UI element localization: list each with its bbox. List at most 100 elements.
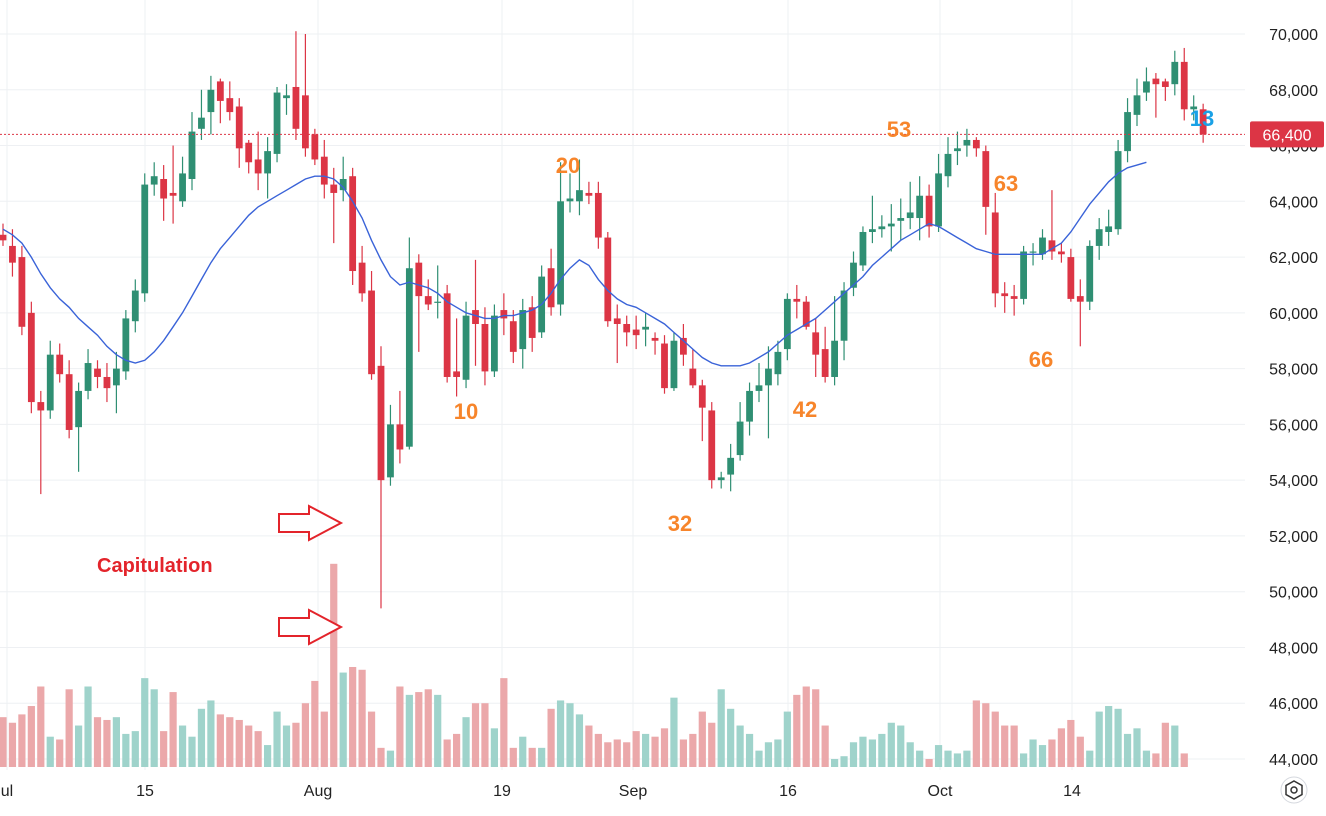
price-tick-label: 70,000 <box>1269 27 1318 44</box>
candle <box>37 390 45 495</box>
volume-bar <box>594 733 602 767</box>
candle <box>9 229 16 277</box>
volume-bar <box>887 722 895 767</box>
candle-body <box>1105 226 1113 232</box>
volume-bar <box>18 714 26 767</box>
candle <box>75 382 82 472</box>
volume-bar <box>566 703 574 767</box>
candle <box>1114 139 1122 235</box>
candle <box>0 223 7 246</box>
arrow-icon <box>278 504 344 542</box>
candle <box>793 284 801 319</box>
volume-bar <box>727 708 735 767</box>
candle-body <box>906 212 914 219</box>
volume-bar <box>755 750 763 767</box>
candle <box>651 332 659 355</box>
price-axis[interactable]: 44,000 46,000 48,000 50,000 52,000 54,000 56,0… <box>1269 27 1318 769</box>
volume-bar <box>405 694 413 767</box>
volume-bar <box>169 692 177 767</box>
candle <box>632 315 640 350</box>
current-price-badge <box>1250 121 1324 148</box>
volume-bar <box>623 742 631 767</box>
candle-body <box>0 234 7 241</box>
candle <box>1190 95 1198 121</box>
volume-bar <box>679 739 687 767</box>
volume-bar <box>339 672 347 767</box>
volume-bar <box>197 708 206 767</box>
candle-body <box>897 218 905 221</box>
volume-bar <box>660 728 669 767</box>
candle-body <box>963 139 971 146</box>
volume-bar <box>1076 736 1084 767</box>
candle <box>150 162 158 196</box>
candle <box>576 159 583 216</box>
candle <box>972 137 980 157</box>
candle-body <box>245 142 253 163</box>
arrow-icon <box>278 608 344 646</box>
volume-bar <box>774 739 782 767</box>
chart-settings-icon[interactable] <box>1280 776 1308 804</box>
candle-body <box>887 223 895 227</box>
candle-body <box>424 296 432 305</box>
price-tick-label: 68,000 <box>1269 83 1318 100</box>
volume-bar <box>367 711 376 767</box>
candle-body <box>585 192 593 196</box>
annotation-number: 32 <box>668 511 692 536</box>
candle <box>840 282 848 361</box>
candle-body <box>179 173 186 202</box>
candle <box>1199 103 1207 143</box>
candle-body <box>339 179 347 191</box>
volume-bar <box>46 736 54 767</box>
candle-body <box>415 262 423 297</box>
volume-bar <box>1105 706 1113 767</box>
volume-bar <box>349 666 357 767</box>
candle-body <box>774 351 782 375</box>
candle <box>1020 245 1027 305</box>
volume-bar <box>689 733 697 767</box>
candle <box>273 86 281 163</box>
volume-bar <box>812 689 820 767</box>
candle <box>434 265 442 319</box>
candle-body <box>292 86 300 129</box>
volume-bar <box>122 733 130 767</box>
volume-bar <box>632 731 640 767</box>
candle <box>264 137 271 199</box>
candle-body <box>122 318 130 372</box>
candle <box>821 326 829 383</box>
candle-body <box>1086 245 1094 302</box>
time-tick-label: Aug <box>304 783 332 800</box>
candle-body <box>755 385 763 391</box>
candle-body <box>368 290 375 375</box>
volume-bar <box>75 725 83 767</box>
candle-body <box>859 231 867 266</box>
volume-bar <box>821 725 829 767</box>
candle <box>982 145 990 235</box>
candle-body <box>472 310 479 324</box>
candle-body <box>443 293 451 377</box>
candle-body <box>481 324 489 372</box>
candle-body <box>264 151 271 174</box>
candle <box>727 443 735 492</box>
time-tick-label: ul <box>1 783 13 800</box>
volume-bar <box>556 700 565 767</box>
volume-bar <box>519 736 527 767</box>
candle <box>292 31 300 140</box>
candle-body <box>727 457 735 475</box>
candle-body <box>1010 296 1018 299</box>
candle <box>935 153 942 232</box>
volume-bar <box>745 733 754 767</box>
volume-bar <box>1057 728 1065 767</box>
volume-bar <box>1067 719 1075 767</box>
candle <box>566 173 574 213</box>
volume-bar <box>396 686 404 767</box>
volume-bar <box>840 756 848 767</box>
candle-body <box>528 307 536 338</box>
candle-body <box>207 89 215 113</box>
candle-body <box>311 134 319 160</box>
annotation-number: 63 <box>994 171 1018 196</box>
time-axis[interactable]: ul 15 Aug 19 Sep 16 Oct 14 <box>1 783 1081 800</box>
volume-bar <box>868 739 876 767</box>
volume-bar <box>934 745 943 767</box>
